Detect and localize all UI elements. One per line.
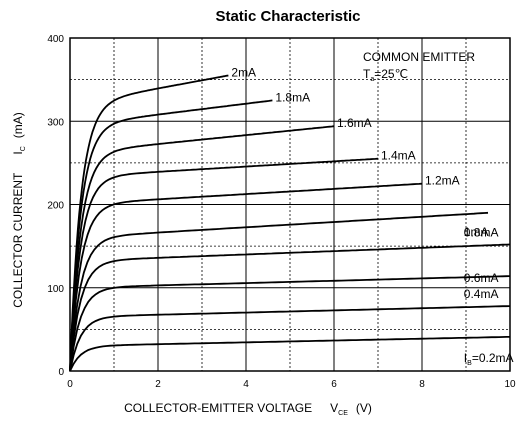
curves	[69, 74, 511, 372]
annotation-temp-value: =25℃	[374, 67, 408, 81]
x-axis-subscript: CE	[338, 410, 348, 417]
chart-title: Static Characteristic	[215, 8, 360, 25]
x-tick-label: 10	[504, 379, 516, 390]
curve-label-1: IB=0.2mA	[464, 351, 514, 367]
y-tick-labels: 0 100 200 300 400	[47, 34, 64, 378]
x-tick-label: 4	[243, 379, 249, 390]
curve-ib-4	[69, 243, 511, 372]
x-tick-label: 2	[155, 379, 161, 390]
curve-ib-7	[69, 157, 379, 372]
curve-ib-6	[69, 182, 423, 372]
x-axis-title: COLLECTOR-EMITTER VOLTAGE	[124, 401, 312, 415]
curve-label-prefix: I	[464, 351, 467, 365]
curve-label-sub: B	[467, 360, 472, 367]
curve-ib-9	[69, 99, 273, 372]
curve-label-5: 1mA	[464, 225, 489, 239]
curve-ib-2	[69, 305, 511, 372]
grid	[70, 38, 510, 371]
x-axis-symbol: V	[330, 401, 338, 415]
y-axis-unit: (mA)	[11, 112, 25, 138]
x-tick-label: 0	[67, 379, 73, 390]
curve-label-9: 1.8mA	[275, 90, 310, 104]
curve-ib-10	[69, 74, 229, 372]
y-tick-label: 0	[58, 367, 64, 378]
x-tick-labels: 0 2 4 6 8 10	[67, 379, 516, 390]
y-axis-subscript: C	[20, 146, 27, 151]
y-axis-label: COLLECTOR CURRENT IC (mA)	[11, 112, 27, 308]
x-axis-unit: (V)	[356, 401, 372, 415]
annotation-temperature: Ta=25℃	[363, 67, 408, 83]
curve-label-2: 0.4mA	[464, 287, 499, 301]
curve-ib-8	[69, 125, 335, 372]
y-tick-label: 400	[47, 34, 64, 45]
x-axis-label: COLLECTOR-EMITTER VOLTAGE VCE (V)	[124, 401, 372, 417]
y-axis-symbol: I	[11, 151, 25, 154]
y-tick-label: 200	[47, 201, 64, 212]
y-tick-label: 100	[47, 284, 64, 295]
curve-label-8: 1.6mA	[337, 116, 372, 130]
curve-label-6: 1.2mA	[425, 174, 460, 188]
curve-ib-3	[69, 275, 511, 372]
plot-frame	[69, 37, 511, 372]
annotation-sub-a: a	[370, 76, 374, 83]
curve-label-4: 0.8mA	[464, 225, 499, 239]
annotation-common-emitter: COMMON EMITTER	[363, 50, 475, 64]
curve-label-7: 1.4mA	[381, 149, 416, 163]
curve-ib-1	[69, 336, 510, 372]
x-tick-label: 8	[419, 379, 425, 390]
annotation-t: T	[363, 67, 371, 81]
y-axis-title: COLLECTOR CURRENT	[11, 172, 25, 308]
y-tick-label: 300	[47, 117, 64, 128]
curve-label-10: 2mA	[231, 65, 256, 79]
curve-label-3: 0.6mA	[464, 271, 499, 285]
x-tick-label: 6	[331, 379, 337, 390]
curve-ib-5	[69, 211, 489, 372]
curve-label-value: =0.2mA	[472, 351, 514, 365]
